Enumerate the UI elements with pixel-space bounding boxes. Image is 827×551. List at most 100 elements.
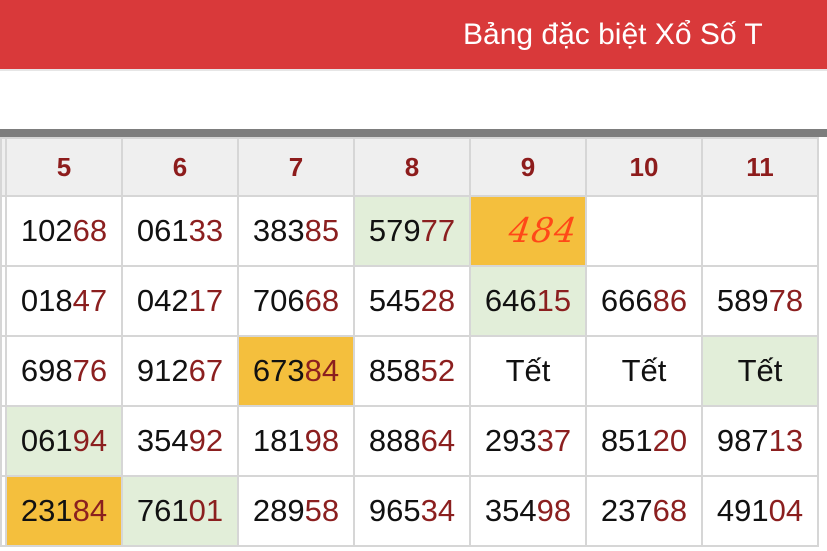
number-tail: 86	[652, 283, 688, 318]
number-head: 851	[600, 423, 653, 458]
number-head: Tết	[505, 353, 551, 388]
result-cell: 06133	[121, 195, 239, 267]
number-head: 354	[136, 423, 189, 458]
table-row: 06194 35492 18198 88864 29337 85120 98713	[0, 405, 819, 477]
result-cell: 67384	[237, 335, 355, 407]
number-head: 761	[136, 493, 189, 528]
column-header: 8	[353, 137, 471, 197]
result-cell	[701, 195, 819, 267]
number-head: 579	[368, 213, 421, 248]
table-row: 10268 06133 38385 57977 484	[0, 195, 819, 267]
number-head: 646	[484, 283, 537, 318]
column-header	[0, 137, 7, 197]
result-cell: 35498	[469, 475, 587, 547]
number-tail: 67	[188, 353, 224, 388]
number-tail: 04	[768, 493, 804, 528]
number-tail: 52	[420, 353, 456, 388]
number-tail: 34	[420, 493, 456, 528]
table-row: 69876 91267 67384 85852 Tết Tết Tết	[0, 335, 819, 407]
number-head: 289	[252, 493, 305, 528]
number-tail: 92	[188, 423, 224, 458]
number-tail: 58	[304, 493, 340, 528]
header-bar: Bảng đặc biệt Xổ Số T	[0, 0, 827, 71]
number-head: 912	[136, 353, 189, 388]
number-tail: 94	[72, 423, 108, 458]
column-header: 7	[237, 137, 355, 197]
result-cell: 98713	[701, 405, 819, 477]
column-header: 5	[5, 137, 123, 197]
header-row: 5 6 7 8 9 10 11	[0, 137, 819, 197]
result-cell	[0, 475, 7, 547]
result-cell: 54528	[353, 265, 471, 337]
number-tail: 01	[188, 493, 224, 528]
number-tail: 76	[72, 353, 108, 388]
number-head: 987	[716, 423, 769, 458]
result-cell: 23184	[5, 475, 123, 547]
result-cell: 64615	[469, 265, 587, 337]
number-tail: 33	[188, 213, 224, 248]
number-head: 102	[20, 213, 73, 248]
number-head: 666	[600, 283, 653, 318]
result-cell: 88864	[353, 405, 471, 477]
number-tail: 28	[420, 283, 456, 318]
number-tail: 98	[304, 423, 340, 458]
result-cell	[0, 195, 7, 267]
number-head: 383	[252, 213, 305, 248]
number-head: 673	[252, 353, 305, 388]
number-head: 589	[716, 283, 769, 318]
column-header: 9	[469, 137, 587, 197]
number-head: 061	[136, 213, 189, 248]
result-cell: 85120	[585, 405, 703, 477]
number-head: 237	[600, 493, 653, 528]
table-row: 23184 76101 28958 96534 35498 23768 49104	[0, 475, 819, 547]
number-tail: 37	[536, 423, 572, 458]
result-cell	[0, 405, 7, 477]
number-head: Tết	[621, 353, 667, 388]
result-cell: 49104	[701, 475, 819, 547]
result-cell: 57977	[353, 195, 471, 267]
number-head: 354	[484, 493, 537, 528]
divider	[0, 129, 827, 137]
result-cell	[585, 195, 703, 267]
number-head: 888	[368, 423, 421, 458]
number-head: 965	[368, 493, 421, 528]
number-head: 061	[20, 423, 73, 458]
number-head: 293	[484, 423, 537, 458]
number-head: 698	[20, 353, 73, 388]
number-head: Tết	[737, 353, 783, 388]
result-cell: 06194	[5, 405, 123, 477]
result-cell: 18198	[237, 405, 355, 477]
result-cell: 484	[469, 195, 587, 267]
number-tail: 85	[304, 213, 340, 248]
number-tail: 84	[304, 353, 340, 388]
number-head: 491	[716, 493, 769, 528]
result-cell: 38385	[237, 195, 355, 267]
result-cell: 76101	[121, 475, 239, 547]
result-cell: 04217	[121, 265, 239, 337]
result-cell: 01847	[5, 265, 123, 337]
result-cell: 91267	[121, 335, 239, 407]
handwritten-annotation: 484	[506, 211, 580, 251]
number-tail: 47	[72, 283, 108, 318]
column-header: 10	[585, 137, 703, 197]
page-title: Bảng đặc biệt Xổ Số T	[463, 18, 763, 51]
table-row: 01847 04217 70668 54528 64615 66686 58978	[0, 265, 819, 337]
number-tail: 78	[768, 283, 804, 318]
result-cell: 23768	[585, 475, 703, 547]
number-head: 706	[252, 283, 305, 318]
special-results-table: 5 6 7 8 9 10 11 10268 06133 38385 57977 484 01847 04…	[0, 137, 819, 547]
number-head: 018	[20, 283, 73, 318]
result-cell: 29337	[469, 405, 587, 477]
number-head: 858	[368, 353, 421, 388]
number-head: 042	[136, 283, 189, 318]
number-tail: 13	[768, 423, 804, 458]
result-cell: 96534	[353, 475, 471, 547]
number-head: 545	[368, 283, 421, 318]
number-head: 181	[252, 423, 305, 458]
number-head: 231	[20, 493, 73, 528]
number-tail: 84	[72, 493, 108, 528]
result-cell: 58978	[701, 265, 819, 337]
number-tail: 20	[652, 423, 688, 458]
number-tail: 17	[188, 283, 224, 318]
number-tail: 68	[72, 213, 108, 248]
